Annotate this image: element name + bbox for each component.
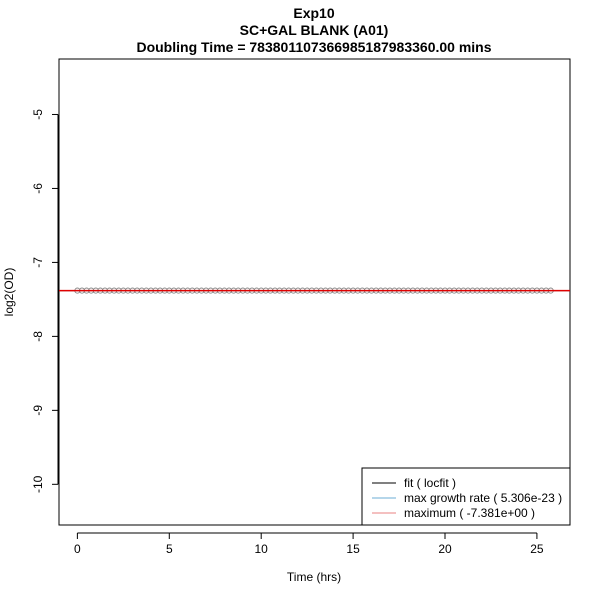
- y-tick-label: -10: [31, 475, 45, 493]
- y-tick-label: -5: [31, 109, 45, 120]
- legend-box: [361, 467, 571, 526]
- chart-title-line-1: Exp10: [293, 5, 334, 21]
- legend: fit ( locfit )max growth rate ( 5.306e-2…: [361, 467, 571, 526]
- legend-entry-label: max growth rate ( 5.306e-23 ): [404, 491, 562, 505]
- x-tick-label: 5: [166, 542, 173, 556]
- y-tick-label: -6: [31, 183, 45, 194]
- chart-title-line-2: SC+GAL BLANK (A01): [240, 22, 389, 38]
- y-tick-label: -9: [31, 405, 45, 416]
- y-tick-label: -8: [31, 331, 45, 342]
- chart-title-line-3: Doubling Time = 783801107366985187983360…: [136, 39, 491, 55]
- x-tick-label: 25: [530, 542, 544, 556]
- plot-frame: [58, 58, 571, 526]
- legend-entry-label: maximum ( -7.381e+00 ): [404, 506, 535, 520]
- x-tick-label: 15: [346, 542, 360, 556]
- x-tick-label: 0: [74, 542, 81, 556]
- plot-area: 0 5 10 15 20 25 -10 -9 -8 -7 -6 -5: [31, 58, 571, 556]
- legend-entry-label: fit ( locfit ): [404, 476, 456, 490]
- y-axis-label: log2(OD): [2, 268, 16, 317]
- x-axis-label: Time (hrs): [287, 570, 341, 584]
- x-tick-label: 20: [438, 542, 452, 556]
- x-tick-label: 10: [255, 542, 269, 556]
- y-tick-label: -7: [31, 257, 45, 268]
